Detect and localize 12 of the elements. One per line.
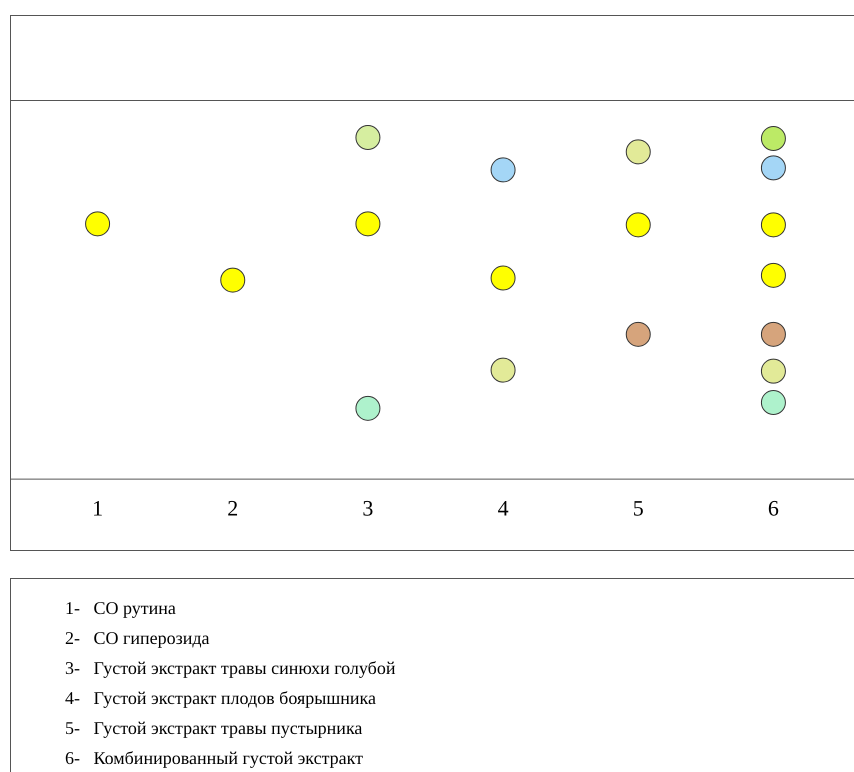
text: 4- Густой экстракт плодов боярышника bbox=[65, 687, 377, 710]
text: 6- Комбинированный густой экстракт bbox=[65, 747, 364, 770]
text: 3- Густой экстракт травы синюхи голубой bbox=[65, 657, 396, 680]
x-tick-label: 2 bbox=[227, 496, 238, 521]
x-tick-label: 3 bbox=[362, 496, 374, 521]
x-tick-label: 1 bbox=[92, 496, 104, 521]
x-tick-label: 5 bbox=[632, 496, 644, 521]
x-tick-label: 6 bbox=[768, 496, 779, 521]
text: 2- СО гиперозида bbox=[65, 627, 211, 650]
text: 5- Густой экстракт травы пустырника bbox=[65, 717, 364, 740]
x-tick-label: 4 bbox=[498, 496, 509, 521]
text: 1- СО рутина bbox=[65, 597, 177, 620]
